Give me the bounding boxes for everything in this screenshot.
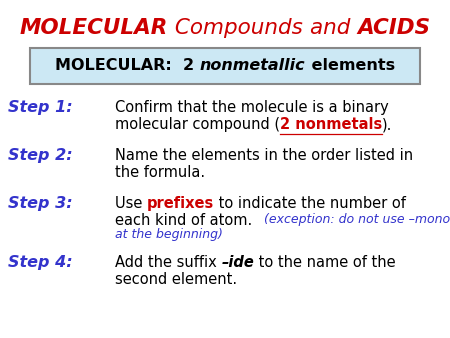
Text: –ide: –ide <box>221 255 254 270</box>
Text: molecular compound (: molecular compound ( <box>115 117 280 132</box>
Text: MOLECULAR:  2: MOLECULAR: 2 <box>55 58 200 73</box>
Text: Step 1:: Step 1: <box>8 100 72 115</box>
FancyBboxPatch shape <box>30 48 420 84</box>
Text: nonmetallic: nonmetallic <box>200 58 306 73</box>
Text: and: and <box>310 18 357 38</box>
Text: Step 3:: Step 3: <box>8 196 72 211</box>
Text: ACIDS: ACIDS <box>357 18 430 38</box>
Text: 2 nonmetals: 2 nonmetals <box>280 117 382 132</box>
Text: to the name of the: to the name of the <box>254 255 396 270</box>
Text: elements: elements <box>306 58 395 73</box>
Text: ).: ). <box>382 117 393 132</box>
Text: prefixes: prefixes <box>147 196 214 211</box>
Text: the formula.: the formula. <box>115 165 205 180</box>
Text: Name the elements in the order listed in: Name the elements in the order listed in <box>115 148 413 163</box>
Text: Add the suffix: Add the suffix <box>115 255 221 270</box>
Text: (exception: do not use –mono: (exception: do not use –mono <box>264 213 450 226</box>
Text: to indicate the number of: to indicate the number of <box>214 196 406 211</box>
Text: Compounds: Compounds <box>168 18 310 38</box>
Text: Use: Use <box>115 196 147 211</box>
Text: each kind of atom.: each kind of atom. <box>115 213 264 228</box>
Text: MOLECULAR: MOLECULAR <box>20 18 168 38</box>
Text: at the beginning): at the beginning) <box>115 228 223 241</box>
Text: second element.: second element. <box>115 272 237 287</box>
Text: Step 2:: Step 2: <box>8 148 72 163</box>
Text: Confirm that the molecule is a binary: Confirm that the molecule is a binary <box>115 100 389 115</box>
Text: Step 4:: Step 4: <box>8 255 72 270</box>
